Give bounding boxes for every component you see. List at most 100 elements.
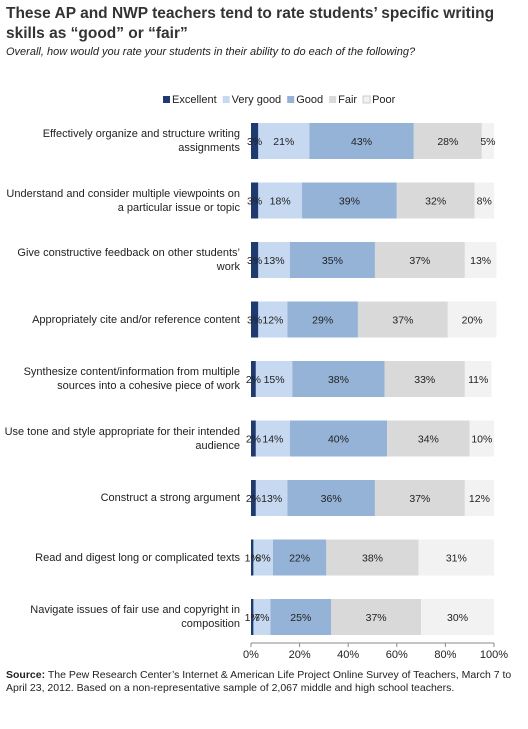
bar-segment [258, 182, 303, 219]
bar-segment [474, 182, 494, 219]
bar-segment [251, 123, 259, 159]
value-label: 37% [366, 612, 387, 624]
source-text: The Pew Research Center’s Internet & Ame… [6, 669, 512, 694]
bar-segment [251, 182, 259, 219]
bar-segment [374, 480, 465, 516]
value-label: 40% [328, 433, 349, 445]
value-label: 38% [328, 374, 349, 386]
bar-segment [253, 599, 271, 635]
bar-segment [418, 539, 494, 576]
x-tick-label: 40% [337, 649, 359, 661]
bar-segment [384, 361, 465, 397]
legend-swatch [329, 96, 337, 103]
value-label: 29% [312, 314, 333, 326]
legend-swatch [287, 96, 295, 103]
value-label: 13% [470, 255, 491, 267]
chart-title: These AP and NWP teachers tend to rate s… [6, 5, 495, 42]
bar-segment [464, 361, 492, 397]
value-label: 36% [321, 493, 342, 505]
value-label: 43% [351, 136, 372, 148]
x-tick-label: 0% [243, 649, 259, 661]
bar-segment [251, 599, 254, 635]
value-label: 7% [254, 612, 269, 624]
value-label: 20% [462, 314, 483, 326]
bar-segment [255, 420, 290, 457]
value-label: 38% [362, 552, 383, 564]
bar-segment [289, 420, 388, 457]
bar-segment [258, 242, 290, 278]
value-label: 15% [264, 374, 285, 386]
category-label: Appropriately cite and/or reference cont… [32, 313, 240, 326]
value-label: 12% [262, 314, 283, 326]
value-label: 2% [246, 493, 261, 505]
value-label: 25% [290, 612, 311, 624]
legend-label: Fair [338, 94, 357, 106]
category-label: Give constructive feedback on other stud… [17, 247, 240, 273]
bar-segment [270, 599, 332, 635]
bar-segment [255, 480, 288, 516]
category-label: Effectively organize and structure writi… [42, 128, 240, 154]
bar-segment [287, 301, 358, 338]
value-label: 34% [418, 433, 439, 445]
bar-segment [413, 123, 482, 159]
bar-segment [309, 123, 414, 159]
value-label: 1% [245, 552, 260, 564]
value-label: 39% [339, 195, 360, 207]
category-label: Read and digest long or complicated text… [35, 551, 240, 564]
bar-segment [251, 420, 256, 457]
value-label: 13% [261, 493, 282, 505]
bar-segment [374, 242, 465, 278]
x-tick-label: 60% [386, 649, 408, 661]
bar-segment [253, 539, 273, 576]
value-label: 13% [264, 255, 285, 267]
value-label: 22% [289, 552, 310, 564]
legend-label: Excellent [172, 94, 217, 106]
value-label: 33% [414, 374, 435, 386]
bar-segment [251, 301, 259, 338]
value-label: 18% [270, 195, 291, 207]
bar-segment [481, 123, 494, 159]
value-label: 10% [471, 433, 492, 445]
bar-segment [251, 539, 254, 576]
value-label: 30% [447, 612, 468, 624]
bar-segment [357, 301, 448, 338]
value-label: 37% [392, 314, 413, 326]
bar-segment [447, 301, 497, 338]
legend-label: Poor [372, 94, 396, 106]
chart-subtitle: Overall, how would you rate your student… [6, 46, 416, 58]
bar-segment [255, 361, 293, 397]
value-label: 12% [469, 493, 490, 505]
bar-segment [464, 242, 497, 278]
bar-segment [251, 361, 256, 397]
value-label: 2% [246, 433, 261, 445]
bar-segment [258, 301, 288, 338]
bar-segment [251, 242, 259, 278]
bar-segment [287, 480, 375, 516]
legend-swatch [163, 96, 170, 103]
value-label: 8% [256, 552, 271, 564]
value-label: 2% [246, 374, 261, 386]
category-label: Navigate issues of fair use and copyrigh… [30, 604, 240, 630]
value-label: 1% [245, 612, 260, 624]
value-label: 21% [273, 136, 294, 148]
value-label: 37% [409, 493, 430, 505]
legend-swatch [362, 95, 371, 104]
value-label: 3% [247, 195, 262, 207]
bar-segment [421, 599, 494, 635]
source-label: Source: [6, 669, 46, 681]
category-label: Synthesize content/information from mult… [23, 366, 240, 392]
bar-segment [469, 420, 494, 457]
bar-segment [396, 182, 475, 219]
bar-segment [289, 242, 375, 278]
legend-swatch [222, 96, 230, 103]
legend-label: Good [296, 94, 323, 106]
value-label: 35% [322, 255, 343, 267]
value-label: 14% [262, 433, 283, 445]
bar-segment [258, 123, 310, 159]
value-label: 37% [409, 255, 430, 267]
bar-segment [326, 539, 419, 576]
category-label: Use tone and style appropriate for their… [4, 425, 240, 452]
bar-segment [292, 361, 385, 397]
